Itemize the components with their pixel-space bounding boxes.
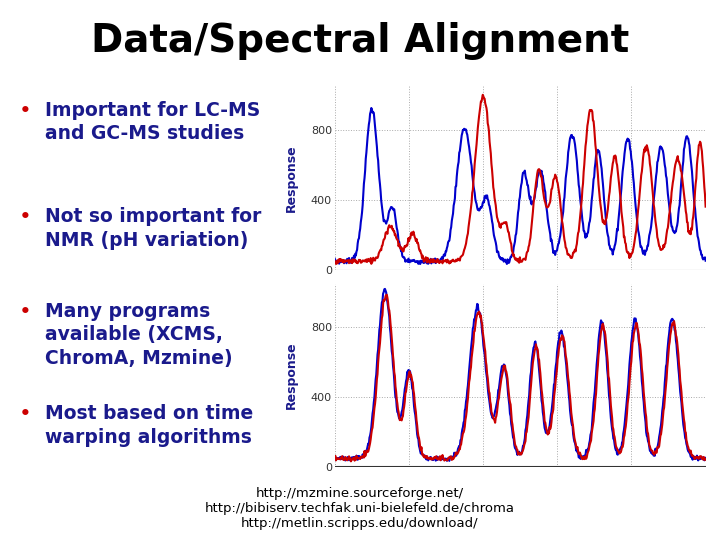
Y-axis label: Response: Response [284,144,298,212]
Text: •: • [19,100,32,121]
Text: Data/Spectral Alignment: Data/Spectral Alignment [91,22,629,59]
Text: •: • [19,404,32,424]
Text: •: • [19,207,32,227]
Text: Most based on time
warping algorithms: Most based on time warping algorithms [45,404,253,447]
Text: Important for LC-MS
and GC-MS studies: Important for LC-MS and GC-MS studies [45,100,260,143]
Text: http://mzmine.sourceforge.net/
http://bibiserv.techfak.uni-bielefeld.de/chroma
h: http://mzmine.sourceforge.net/ http://bi… [205,487,515,530]
Text: Not so important for
NMR (pH variation): Not so important for NMR (pH variation) [45,207,261,249]
Y-axis label: Response: Response [284,341,298,409]
Text: •: • [19,302,32,322]
Text: Many programs
available (XCMS,
ChromA, Mzmine): Many programs available (XCMS, ChromA, M… [45,302,233,368]
